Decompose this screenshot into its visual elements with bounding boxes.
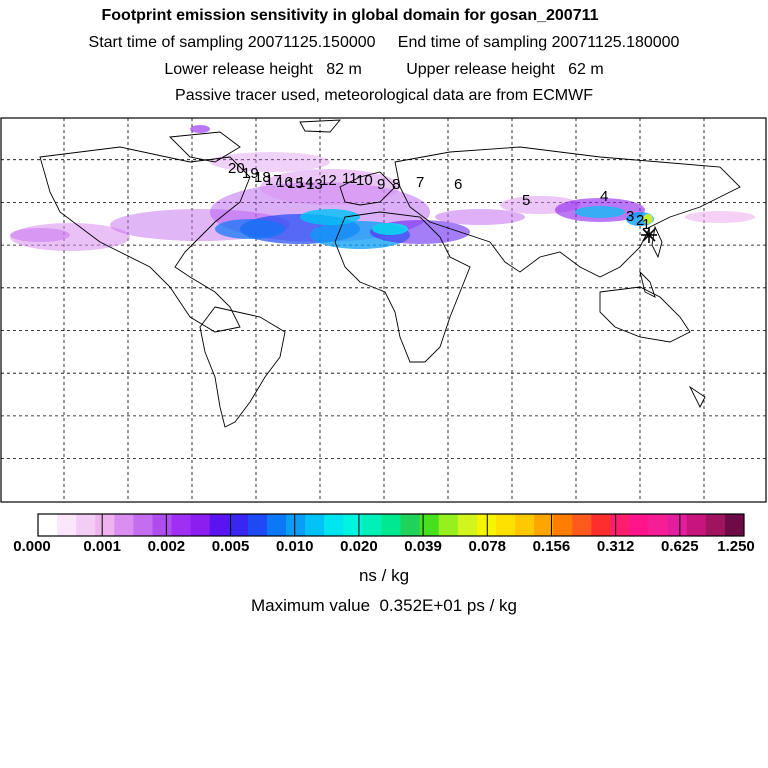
colorbar-cell bbox=[38, 514, 58, 536]
coastlines bbox=[39, 119, 741, 428]
trajectory-label: 6 bbox=[454, 176, 462, 193]
trajectory-label: 18 bbox=[254, 169, 271, 186]
world-map: 20 19 18 17 16 15 14 13 12 11 10 9 8 7 6… bbox=[0, 117, 767, 503]
trajectory-label: 15 bbox=[287, 175, 304, 192]
trajectory-label: 19 bbox=[242, 165, 259, 182]
colorbar-dividers bbox=[101, 514, 681, 536]
colorbar-cell bbox=[95, 514, 115, 536]
colorbar-cell bbox=[724, 514, 745, 536]
colorbar-cell bbox=[572, 514, 592, 536]
colorbar-cell bbox=[495, 514, 516, 536]
colorbar-cell bbox=[591, 514, 611, 536]
colorbar-cell bbox=[286, 514, 306, 536]
colorbar-cell bbox=[553, 514, 573, 536]
colorbar-cell bbox=[686, 514, 707, 536]
colorbar-cell bbox=[343, 514, 363, 536]
plot-title: Footprint emission sensitivity in global… bbox=[101, 7, 599, 24]
trajectory-label: 3 bbox=[626, 208, 634, 225]
colorbar-cell bbox=[305, 514, 325, 536]
map-grid bbox=[1, 118, 766, 502]
release-heights: Lower release height 82 m Upper release … bbox=[164, 61, 604, 78]
trajectory-label: 13 bbox=[306, 176, 323, 193]
colorbar-cell bbox=[419, 514, 440, 536]
colorbar-cell bbox=[534, 514, 554, 536]
colorbar-tick-label: 0.020 bbox=[340, 538, 378, 555]
colorbar-tick-label: 0.078 bbox=[468, 538, 507, 555]
colorbar-cell bbox=[438, 514, 459, 536]
colorbar-cell bbox=[171, 514, 192, 536]
trajectory-label: 16 bbox=[276, 174, 293, 191]
colorbar-cell bbox=[648, 514, 669, 536]
colorbar-cell bbox=[515, 514, 535, 536]
trajectory-label: 17 bbox=[265, 172, 282, 189]
colorbar-tick-label: 0.005 bbox=[211, 538, 250, 555]
receptor-marker bbox=[641, 227, 657, 243]
colorbar-units: ns / kg bbox=[358, 566, 410, 585]
colorbar-tick-label: 0.000 bbox=[13, 538, 51, 555]
trajectory-label: 14 bbox=[297, 174, 314, 191]
colorbar-tick-label: 1.250 bbox=[717, 538, 755, 555]
trajectory-label: 20 bbox=[228, 160, 245, 177]
colorbar-tick-label: 0.625 bbox=[661, 538, 699, 555]
trajectory-label: 7 bbox=[416, 174, 424, 191]
colorbar-cell bbox=[400, 514, 421, 536]
colorbar-cell bbox=[133, 514, 153, 536]
trajectory-label: 10 bbox=[356, 172, 373, 189]
colorbar-cell bbox=[114, 514, 134, 536]
trajectory-label: 1 bbox=[642, 216, 650, 233]
colorbar-tick-label: 0.039 bbox=[404, 538, 442, 555]
colorbar-tick-label: 0.002 bbox=[147, 538, 186, 555]
trajectory-label: 4 bbox=[600, 188, 608, 205]
trajectory-label: 12 bbox=[320, 172, 337, 189]
colorbar-cell bbox=[209, 514, 230, 536]
footprint-plume bbox=[10, 125, 755, 251]
trajectory-label: 9 bbox=[377, 176, 385, 193]
colorbar-cell bbox=[476, 514, 497, 536]
colorbar-cell bbox=[629, 514, 650, 536]
colorbar-cell bbox=[266, 514, 287, 536]
colorbar bbox=[37, 513, 745, 537]
colorbar-cell bbox=[705, 514, 726, 536]
sampling-times: Start time of sampling 20071125.150000 E… bbox=[88, 34, 680, 51]
trajectory-label: 5 bbox=[522, 192, 530, 209]
colorbar-tick-label: 0.010 bbox=[275, 538, 314, 555]
colorbar-cell bbox=[76, 514, 96, 536]
colorbar-cell bbox=[381, 514, 402, 536]
maximum-value: Maximum value 0.352E+01 ps / kg bbox=[251, 596, 517, 615]
trajectory-label: 8 bbox=[392, 176, 400, 193]
colorbar-tick-label: 0.001 bbox=[83, 538, 121, 555]
colorbar-tick-label: 0.156 bbox=[532, 538, 571, 555]
colorbar-cell bbox=[362, 514, 382, 536]
tracer-info: Passive tracer used, meteorological data… bbox=[175, 87, 593, 104]
colorbar-cells bbox=[38, 514, 745, 536]
trajectory-labels: 20 19 18 17 16 15 14 13 12 11 10 9 8 7 6… bbox=[228, 160, 650, 233]
colorbar-cell bbox=[667, 514, 688, 536]
colorbar-cell bbox=[228, 514, 249, 536]
colorbar-cell bbox=[457, 514, 478, 536]
colorbar-frame bbox=[37, 513, 745, 537]
colorbar-cell bbox=[610, 514, 631, 536]
colorbar-cell bbox=[190, 514, 211, 536]
colorbar-cell bbox=[57, 514, 77, 536]
colorbar-cell bbox=[247, 514, 268, 536]
trajectory-label: 2 bbox=[636, 212, 644, 229]
colorbar-cell bbox=[152, 514, 173, 536]
colorbar-tick-label: 0.312 bbox=[596, 538, 635, 555]
colorbar-cell bbox=[324, 514, 344, 536]
trajectory-label: 11 bbox=[342, 170, 358, 187]
